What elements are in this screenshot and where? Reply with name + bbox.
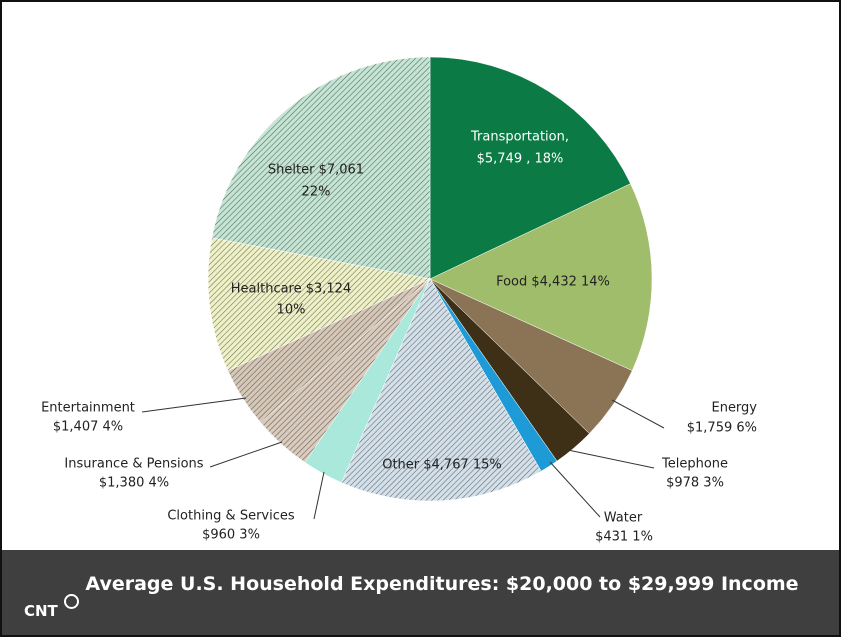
data-label: Healthcare $3,124 bbox=[231, 282, 351, 297]
pie-slice bbox=[341, 278, 542, 502]
leader-line bbox=[141, 397, 247, 413]
data-label: Water bbox=[604, 511, 643, 526]
data-label: Telephone bbox=[661, 457, 728, 472]
leader-line bbox=[313, 471, 325, 520]
data-label: Energy bbox=[711, 401, 757, 416]
pie-slice bbox=[207, 237, 431, 372]
data-label: Entertainment bbox=[41, 401, 135, 416]
data-label: 22% bbox=[302, 185, 331, 200]
data-label: Food $4,432 14% bbox=[496, 275, 610, 290]
data-label: Clothing & Services bbox=[167, 509, 295, 524]
data-label: $1,380 4% bbox=[99, 476, 169, 491]
pie-slice bbox=[429, 183, 653, 371]
data-label: Other $4,767 15% bbox=[382, 458, 502, 473]
leader-line bbox=[611, 399, 665, 429]
data-label: Shelter $7,061 bbox=[268, 163, 364, 178]
pie-slice bbox=[211, 56, 431, 280]
leader-line bbox=[549, 461, 601, 518]
data-label: $5,749 , 18% bbox=[477, 152, 564, 167]
chart-title: Average U.S. Household Expenditures: $20… bbox=[85, 573, 799, 595]
data-label: $1,407 4% bbox=[53, 420, 123, 435]
data-label: $1,759 6% bbox=[687, 421, 757, 436]
data-label: Insurance & Pensions bbox=[64, 457, 203, 472]
data-label: Transportation, bbox=[470, 130, 569, 145]
chart: Transportation, $5,749 , 18% Food $4,432 1… bbox=[41, 56, 757, 545]
title-bar: Average U.S. Household Expenditures: $20… bbox=[2, 550, 839, 635]
data-label: 10% bbox=[277, 303, 306, 318]
logo-ring bbox=[64, 594, 79, 609]
pie-slice bbox=[429, 56, 631, 280]
leader-line bbox=[209, 441, 283, 468]
logo: CNT bbox=[24, 602, 58, 620]
data-label: $978 3% bbox=[666, 476, 724, 491]
data-label: $431 1% bbox=[595, 530, 653, 545]
data-label: $960 3% bbox=[202, 528, 260, 543]
leader-line bbox=[567, 449, 655, 469]
